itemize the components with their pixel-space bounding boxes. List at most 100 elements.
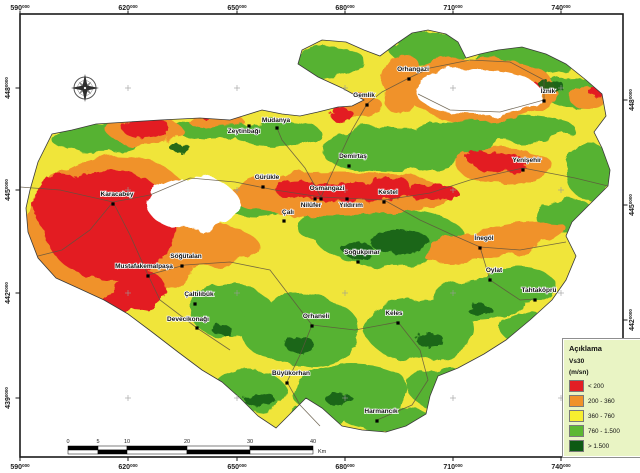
scale-segment: [97, 449, 128, 455]
grid-coordinate-label: 4450000: [628, 194, 636, 216]
legend-item-label: 360 - 760: [588, 412, 615, 420]
city-point: [478, 246, 482, 250]
grid-coordinate-label: 620000: [118, 4, 138, 12]
legend-swatch: [569, 410, 584, 422]
city-label: Söğütalan: [170, 253, 201, 260]
city-label: Gürükle: [255, 174, 280, 181]
scale-tick-label: 30: [247, 439, 253, 445]
city-point: [275, 126, 279, 130]
uluabat-lake: [146, 176, 238, 230]
legend-subtitle: Vs30: [569, 358, 585, 365]
city-label: Çaltılıbük: [184, 291, 214, 298]
legend-item-label: > 1.500: [588, 442, 610, 450]
grid-coordinate-label: 710000: [443, 4, 463, 12]
city-label: Demirtaş: [339, 153, 367, 160]
scale-segment: [126, 445, 188, 451]
grid-coordinate-label: 4390000: [4, 387, 12, 409]
grid-coordinate-label: 740000: [551, 4, 571, 12]
scale-unit-label: Km: [318, 449, 327, 455]
legend-swatch: [569, 395, 584, 407]
city-point: [313, 197, 317, 201]
grid-coordinate-label: 680000: [335, 4, 355, 12]
scale-segment: [126, 449, 188, 455]
scale-segment: [67, 449, 99, 455]
city-label: Kestel: [378, 189, 398, 196]
city-label: Orhaneli: [303, 313, 330, 320]
city-point: [407, 77, 411, 81]
legend-swatch: [569, 440, 584, 452]
province-outline: [25, 29, 611, 433]
legend-swatch: [569, 380, 584, 392]
map-frame: [19, 13, 624, 458]
city-label: Keles: [385, 310, 403, 317]
map-art: [26, 30, 610, 432]
city-point: [521, 168, 525, 172]
city-point: [146, 274, 150, 278]
city-label: Yıldırım: [339, 202, 363, 209]
legend-item-label: 760 - 1.500: [588, 427, 620, 435]
city-point: [396, 321, 400, 325]
grid-coordinate-label: 710000: [443, 463, 463, 471]
grid-coordinate-label: 650000: [227, 463, 247, 471]
grid-coordinate-label: 740000: [551, 463, 571, 471]
legend-item: 760 - 1.500: [569, 425, 637, 437]
scale-tick-label: 0: [66, 439, 69, 445]
city-label: Harmancık: [364, 408, 398, 415]
city-point: [488, 278, 492, 282]
city-point: [180, 264, 184, 268]
grid-coordinate-label: 4420000: [628, 309, 636, 331]
legend-item-label: 200 - 360: [588, 397, 615, 405]
city-point: [111, 202, 115, 206]
city-point: [375, 419, 379, 423]
grid-coordinate-label: 590000: [10, 463, 30, 471]
city-label: Çalı: [282, 209, 294, 216]
scale-segment: [97, 445, 128, 451]
city-label: Mudanya: [262, 117, 291, 124]
legend-item-label: < 200: [588, 382, 604, 390]
scale-tick-label: 10: [124, 439, 130, 445]
legend-unit: (m/sn): [569, 369, 589, 376]
legend-title: Açıklama: [569, 344, 602, 353]
city-point: [542, 99, 546, 103]
legend-item: 360 - 760: [569, 410, 637, 422]
city-point: [356, 260, 360, 264]
city-point: [347, 164, 351, 168]
legend-swatch: [569, 425, 584, 437]
scale-tick-label: 40: [310, 439, 316, 445]
city-label: Büyükorhan: [272, 370, 310, 377]
grid-coordinate-label: 620000: [118, 463, 138, 471]
city-label: Nilüfer: [301, 202, 322, 209]
grid-coordinate-label: 590000: [10, 4, 30, 12]
city-label: Zeytinbağı: [228, 128, 261, 135]
grid-coordinate-label: 680000: [335, 463, 355, 471]
city-point: [247, 124, 251, 128]
city-label: Soğukpınar: [344, 249, 380, 256]
city-label: İznik: [541, 87, 556, 95]
city-point: [195, 326, 199, 330]
scale-segment: [67, 445, 99, 451]
city-label: Gemlik: [353, 92, 375, 99]
city-point: [345, 197, 349, 201]
grid-labels: 590000 620000 650000 680000 710000 740000 5900…: [4, 4, 636, 471]
scale-segment: [249, 445, 314, 451]
road-network: [19, 59, 609, 427]
scale-tick-label: 5: [96, 439, 99, 445]
city-label: Mustafakemalpaşa: [115, 263, 173, 270]
grid-coordinate-label: 4450000: [4, 179, 12, 201]
city-point: [261, 185, 265, 189]
city-point: [382, 200, 386, 204]
city-point: [285, 381, 289, 385]
grid-coordinate-label: 4420000: [4, 282, 12, 304]
city-label: İnegöl: [474, 234, 493, 242]
city-point: [310, 324, 314, 328]
scale-segment: [249, 449, 314, 455]
scale-segment: [186, 449, 251, 455]
iznik-lake: [416, 69, 540, 115]
city-point: [365, 103, 369, 107]
legend-items: < 200 200 - 360 360 - 760 760 - 1.500 > 1.50…: [569, 380, 637, 452]
scale-tick-label: 20: [184, 439, 190, 445]
legend-item: > 1.500: [569, 440, 637, 452]
